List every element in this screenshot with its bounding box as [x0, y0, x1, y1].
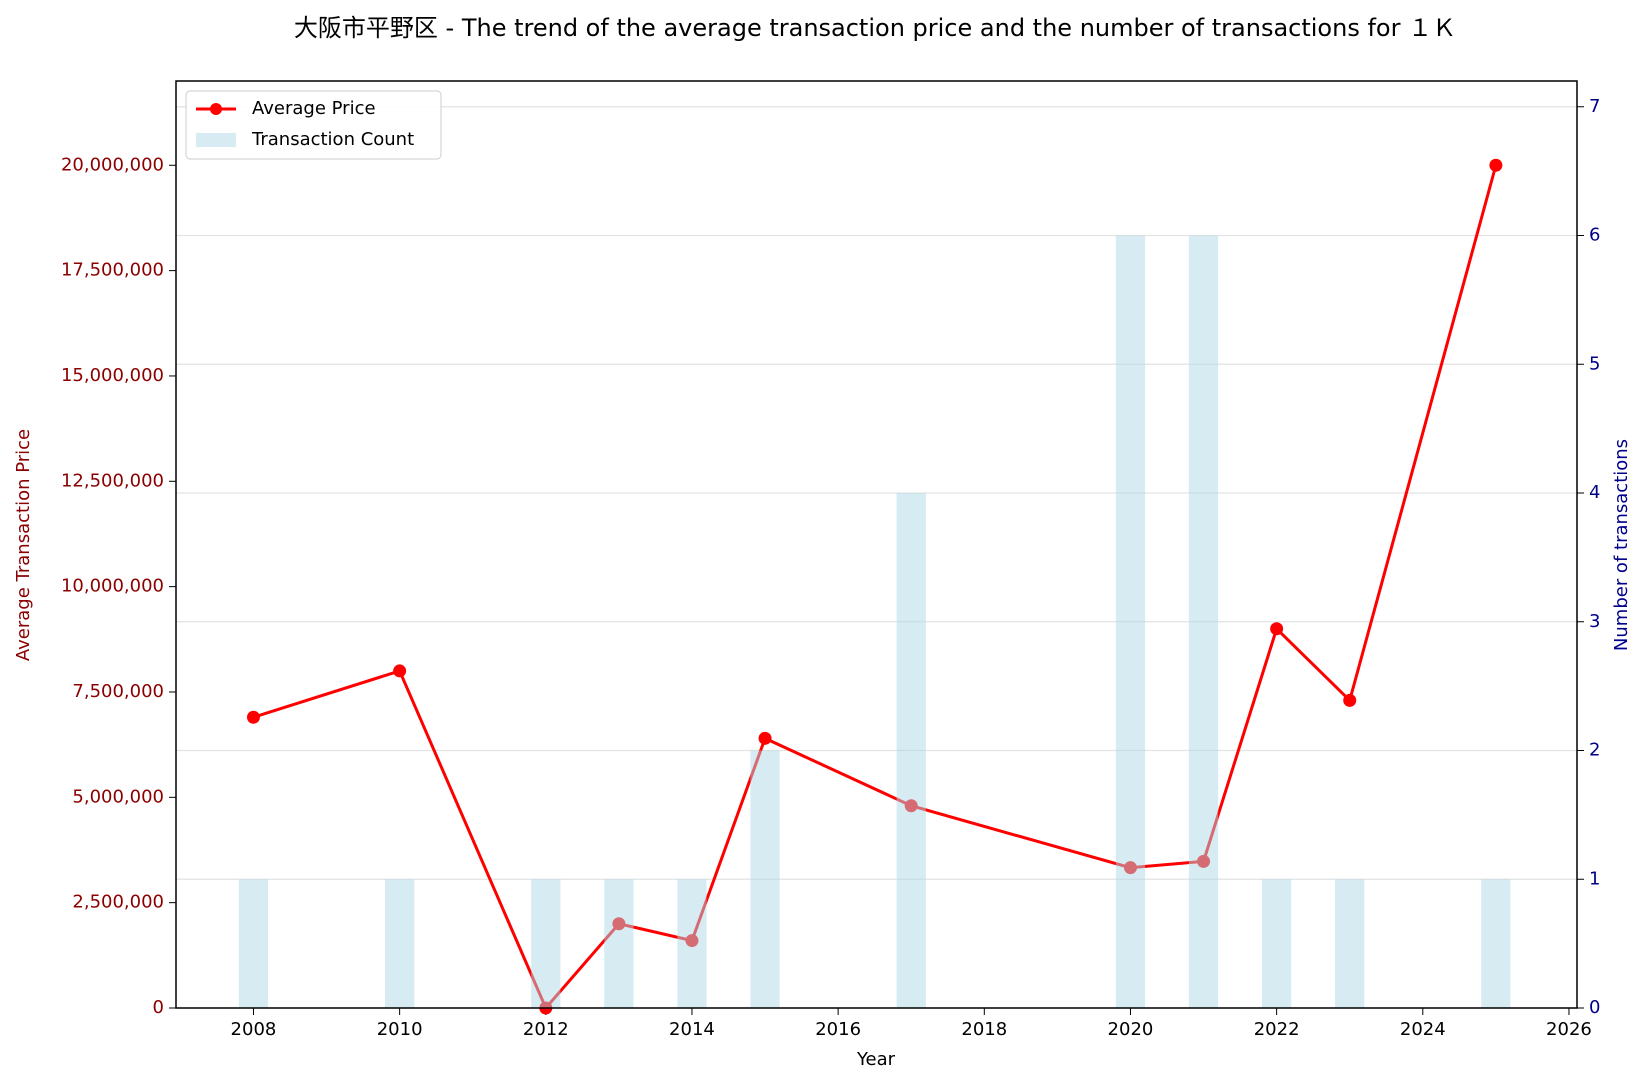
- count-bar: [1335, 879, 1365, 1008]
- count-bar: [238, 879, 269, 1008]
- y-tick-label: 2,500,000: [72, 892, 164, 913]
- y-tick-label: 5,000,000: [72, 786, 164, 807]
- y2-tick-label: 1: [1589, 868, 1600, 889]
- count-bar: [896, 493, 926, 1008]
- y2-tick-label: 0: [1589, 997, 1600, 1018]
- x-tick-label: 2012: [523, 1019, 569, 1040]
- x-axis-label: Year: [856, 1049, 896, 1070]
- count-bar: [1481, 879, 1511, 1008]
- y-tick-label: 10,000,000: [61, 576, 164, 597]
- plot-frame: [175, 80, 1578, 1009]
- x-tick-label: 2026: [1546, 1019, 1592, 1040]
- y2-tick-label: 2: [1589, 740, 1600, 761]
- y-tick-label: 20,000,000: [61, 154, 164, 175]
- y-tick-label: 0: [153, 997, 164, 1018]
- count-bar: [531, 879, 561, 1008]
- y2-tick-label: 5: [1589, 353, 1600, 374]
- x-tick-label: 2008: [231, 1019, 277, 1040]
- x-tick-label: 2018: [961, 1019, 1007, 1040]
- y2-tick-label: 3: [1589, 611, 1600, 632]
- legend-marker: [210, 103, 222, 115]
- x-tick-label: 2024: [1400, 1019, 1446, 1040]
- count-bar: [1115, 235, 1146, 1008]
- price-point: [1270, 622, 1284, 636]
- price-point: [1343, 693, 1357, 707]
- y2-tick-label: 4: [1589, 482, 1600, 503]
- count-bar: [604, 879, 634, 1008]
- x-tick-label: 2014: [669, 1019, 715, 1040]
- y-tick-label: 15,000,000: [61, 365, 164, 386]
- count-bar: [677, 879, 707, 1008]
- y-tick-label: 17,500,000: [61, 260, 164, 281]
- x-tick-label: 2010: [377, 1019, 423, 1040]
- y2-tick-label: 7: [1589, 96, 1600, 117]
- price-point: [246, 710, 260, 724]
- count-bar: [1262, 879, 1292, 1008]
- legend-swatch: [196, 133, 236, 147]
- x-tick-label: 2022: [1254, 1019, 1300, 1040]
- chart-title: 大阪市平野区 - The trend of the average transa…: [294, 14, 1456, 42]
- price-line: [253, 164, 1498, 1011]
- legend-label: Average Price: [252, 98, 376, 119]
- count-bar: [750, 750, 780, 1008]
- y-axis-label: Average Transaction Price: [13, 429, 34, 661]
- price-point: [1489, 158, 1503, 172]
- y2-axis-label: Number of transactions: [1611, 439, 1632, 651]
- count-bar: [1188, 235, 1219, 1008]
- legend-box: [185, 90, 442, 160]
- x-tick-label: 2020: [1108, 1019, 1154, 1040]
- y-tick-label: 7,500,000: [72, 681, 164, 702]
- price-point: [393, 664, 407, 678]
- y-tick-label: 12,500,000: [61, 470, 164, 491]
- legend-label: Transaction Count: [251, 129, 414, 150]
- x-tick-label: 2016: [815, 1019, 861, 1040]
- price-point: [758, 731, 772, 745]
- count-bar: [385, 879, 415, 1008]
- y2-tick-label: 6: [1589, 225, 1600, 246]
